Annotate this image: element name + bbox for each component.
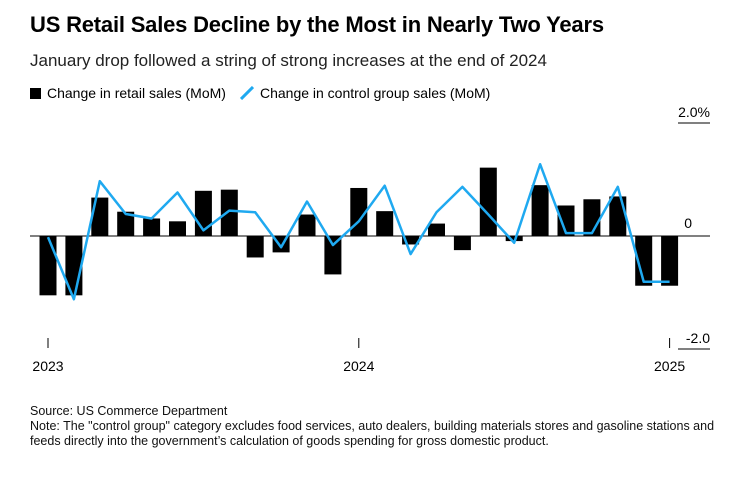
chart-plot: 2.0% 0 -2.0 2023 2024 2025 xyxy=(30,104,710,374)
bar-retail-sales xyxy=(169,221,186,236)
chart-footer: Source: US Commerce Department Note: The… xyxy=(30,404,730,449)
bar-retail-sales xyxy=(453,236,471,251)
chart-subtitle: January drop followed a string of strong… xyxy=(30,51,547,70)
bar-retail-sales xyxy=(91,197,109,236)
bar-retail-sales xyxy=(583,199,601,236)
bar-retail-sales xyxy=(479,167,497,236)
bar-retail-sales xyxy=(376,211,394,236)
bar-swatch-icon xyxy=(30,87,41,99)
bar-retail-sales xyxy=(609,196,627,236)
legend-item-retail-sales: Change in retail sales (MoM) xyxy=(30,85,226,101)
line-control-group xyxy=(46,162,670,301)
legend: Change in retail sales (MoM) Change in c… xyxy=(30,85,504,101)
bar-retail-sales xyxy=(402,236,420,245)
bar-retail-sales xyxy=(220,189,238,236)
bar-retail-sales xyxy=(531,185,549,236)
note-text: Note: The "control group" category exclu… xyxy=(30,419,715,448)
legend-item-control-group: Change in control group sales (MoM) xyxy=(239,85,491,101)
chart-title: US Retail Sales Decline by the Most in N… xyxy=(30,12,604,37)
bar-retail-sales xyxy=(661,236,679,286)
y-tick-label: 0 xyxy=(684,215,692,231)
bar-retail-sales xyxy=(557,205,575,236)
legend-label-retail-sales: Change in retail sales (MoM) xyxy=(47,85,226,101)
bar-retail-sales xyxy=(324,236,342,275)
bar-retail-sales xyxy=(635,236,653,286)
bar-retail-sales xyxy=(246,236,264,258)
bar-retail-sales xyxy=(117,211,135,236)
bar-retail-sales xyxy=(39,236,57,296)
bar-retail-sales xyxy=(505,236,523,242)
x-tick-label: 2024 xyxy=(343,358,374,374)
line-swatch-icon xyxy=(239,86,254,100)
x-tick-label: 2025 xyxy=(654,358,685,374)
bar-retail-sales xyxy=(428,223,445,236)
bar-retail-sales xyxy=(298,214,316,236)
x-tick-label: 2023 xyxy=(32,358,63,374)
y-tick-label: -2.0 xyxy=(686,330,710,346)
bar-retail-sales xyxy=(143,218,161,236)
legend-label-control-group: Change in control group sales (MoM) xyxy=(259,85,491,101)
y-tick-label: 2.0% xyxy=(678,104,710,120)
source-text: Source: US Commerce Department xyxy=(30,404,228,418)
